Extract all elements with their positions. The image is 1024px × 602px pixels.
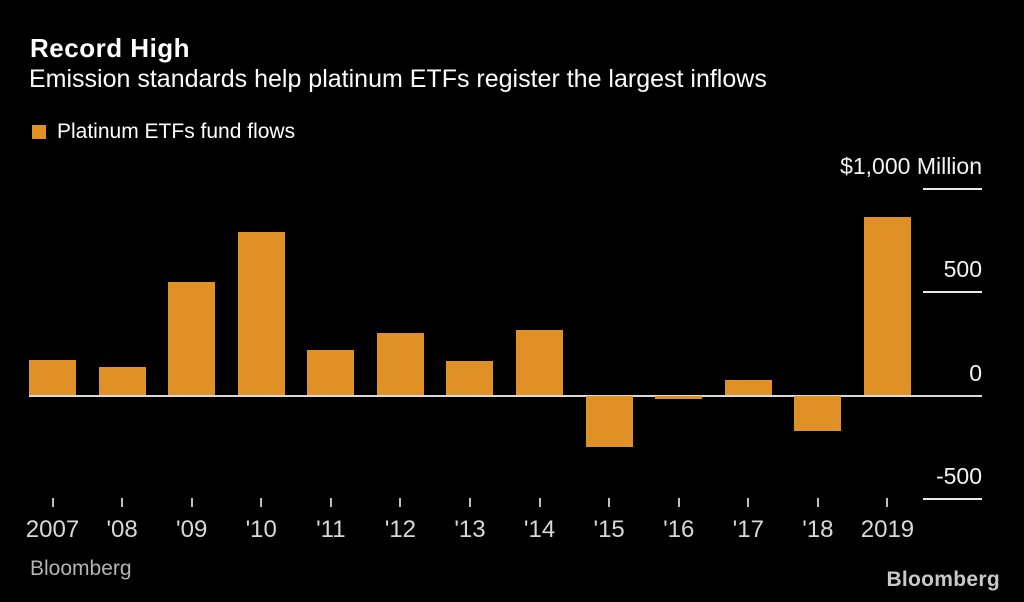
x-axis-tick-16 bbox=[677, 498, 680, 507]
y-axis-label-1000: $1,000 Million bbox=[840, 152, 982, 179]
bar-17 bbox=[724, 380, 772, 396]
bar-16 bbox=[655, 395, 703, 400]
legend-swatch-icon bbox=[32, 125, 46, 139]
legend: Platinum ETFs fund flows bbox=[32, 120, 295, 144]
bar-10 bbox=[237, 231, 285, 396]
x-axis-tick-14 bbox=[538, 498, 541, 507]
x-axis-tick-09 bbox=[190, 498, 193, 507]
legend-label: Platinum ETFs fund flows bbox=[57, 120, 296, 143]
y-axis-tick-line--500 bbox=[923, 498, 982, 500]
y-axis-label--500: -500 bbox=[935, 463, 982, 489]
bar-2007 bbox=[29, 360, 76, 396]
source-attribution: Bloomberg bbox=[30, 557, 132, 580]
x-axis-tick-17 bbox=[747, 498, 750, 507]
x-axis-label-14: '14 bbox=[523, 516, 556, 543]
x-axis-label-16: '16 bbox=[663, 516, 695, 543]
x-axis-label-12: '12 bbox=[384, 516, 417, 543]
chart-title: Record High bbox=[30, 33, 191, 63]
bar-15 bbox=[585, 395, 633, 448]
x-axis-tick-08 bbox=[121, 498, 124, 507]
x-axis-label-2007: 2007 bbox=[25, 516, 80, 543]
x-axis-label-08: '08 bbox=[106, 516, 138, 543]
x-axis-tick-10 bbox=[260, 498, 263, 507]
x-axis-tick-2007 bbox=[51, 498, 54, 507]
y-axis-tick-line-1000 bbox=[923, 187, 982, 190]
x-axis-tick-15 bbox=[608, 498, 611, 507]
bar-14 bbox=[516, 330, 564, 396]
y-axis-label-500: 500 bbox=[943, 256, 982, 282]
x-axis-tick-12 bbox=[399, 498, 402, 507]
x-axis-label-17: '17 bbox=[732, 516, 764, 543]
bar-13 bbox=[446, 361, 494, 396]
x-axis-label-15: '15 bbox=[593, 516, 625, 543]
x-axis-label-11: '11 bbox=[316, 516, 346, 543]
bar-08 bbox=[98, 366, 146, 396]
chart-subtitle: Emission standards help platinum ETFs re… bbox=[29, 65, 767, 93]
bloomberg-logo: Bloomberg bbox=[886, 568, 1000, 591]
x-axis-tick-18 bbox=[816, 498, 819, 507]
bar-11 bbox=[307, 349, 355, 396]
x-axis-label-18: '18 bbox=[802, 516, 834, 543]
x-axis-tick-11 bbox=[329, 498, 332, 507]
bar-12 bbox=[376, 333, 424, 396]
x-axis-label-13: '13 bbox=[454, 516, 486, 543]
zero-baseline bbox=[29, 394, 982, 397]
x-axis-label-09: '09 bbox=[176, 516, 208, 543]
y-axis-tick-line-500 bbox=[923, 291, 982, 293]
x-axis-label-10: '10 bbox=[245, 516, 277, 543]
x-axis-tick-2019 bbox=[886, 498, 889, 507]
x-axis-label-2019: 2019 bbox=[860, 516, 915, 543]
bar-18 bbox=[794, 395, 842, 431]
bar-09 bbox=[168, 281, 216, 396]
y-axis-label-0: 0 bbox=[969, 359, 982, 386]
bar-2019 bbox=[863, 217, 911, 396]
x-axis-tick-13 bbox=[468, 498, 471, 507]
